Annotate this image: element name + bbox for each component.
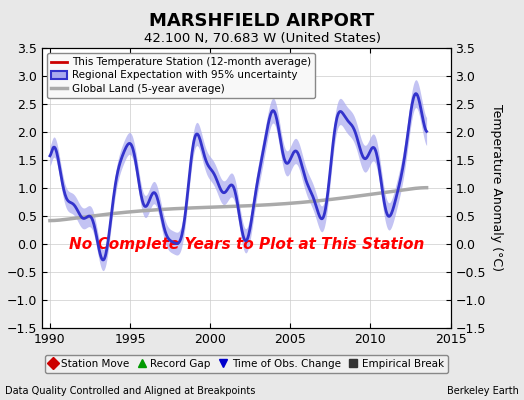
Legend: Station Move, Record Gap, Time of Obs. Change, Empirical Break: Station Move, Record Gap, Time of Obs. C…	[45, 355, 448, 373]
Text: Berkeley Earth: Berkeley Earth	[447, 386, 519, 396]
Text: MARSHFIELD AIRPORT: MARSHFIELD AIRPORT	[149, 12, 375, 30]
Y-axis label: Temperature Anomaly (°C): Temperature Anomaly (°C)	[489, 104, 503, 272]
Text: 42.100 N, 70.683 W (United States): 42.100 N, 70.683 W (United States)	[144, 32, 380, 45]
Text: Data Quality Controlled and Aligned at Breakpoints: Data Quality Controlled and Aligned at B…	[5, 386, 256, 396]
Text: No Complete Years to Plot at This Station: No Complete Years to Plot at This Statio…	[69, 236, 424, 252]
